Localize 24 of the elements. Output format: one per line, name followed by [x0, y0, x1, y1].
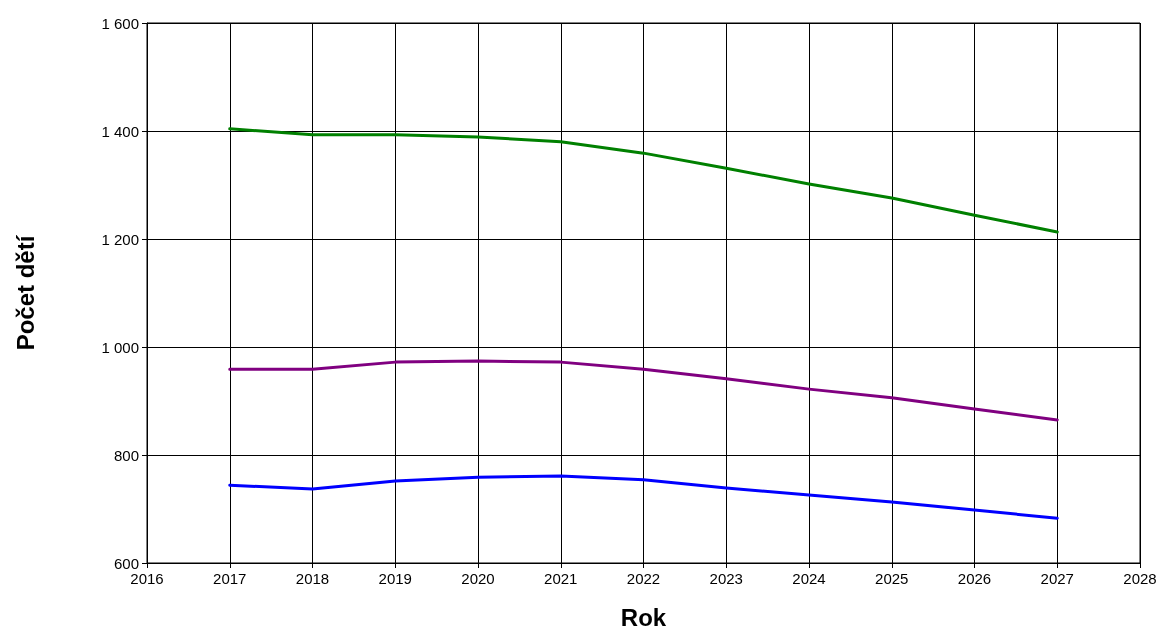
y-axis-title: Počet dětí — [11, 234, 39, 351]
x-tick-label: 2019 — [378, 570, 412, 587]
x-tick-label: 2028 — [1123, 570, 1157, 587]
y-tick-label: 1 600 — [101, 14, 139, 32]
x-tick-label: 2021 — [544, 570, 578, 587]
y-tick-label: 800 — [113, 446, 139, 464]
y-tick-label: 1 400 — [101, 122, 139, 140]
line-series — [228, 359, 1059, 422]
x-tick-label: 2023 — [709, 570, 743, 587]
x-tick-label: 2025 — [875, 570, 909, 587]
x-tick-label: 2016 — [130, 570, 164, 587]
x-tick-label: 2026 — [957, 570, 992, 587]
x-tick-label: 2020 — [461, 570, 495, 587]
y-tick-label: 1 200 — [101, 230, 139, 248]
x-tick-label: 2018 — [295, 570, 330, 587]
line-series — [228, 127, 1059, 234]
x-tick-label: 2027 — [1040, 570, 1074, 587]
line-series — [228, 474, 1059, 520]
y-tick-label: 600 — [113, 554, 139, 572]
x-tick-label: 2024 — [792, 570, 826, 587]
x-axis-title: Rok — [620, 603, 667, 631]
x-tick-label: 2022 — [626, 570, 661, 587]
y-tick-label: 1 000 — [101, 338, 139, 356]
x-tick-label: 2017 — [213, 570, 247, 587]
